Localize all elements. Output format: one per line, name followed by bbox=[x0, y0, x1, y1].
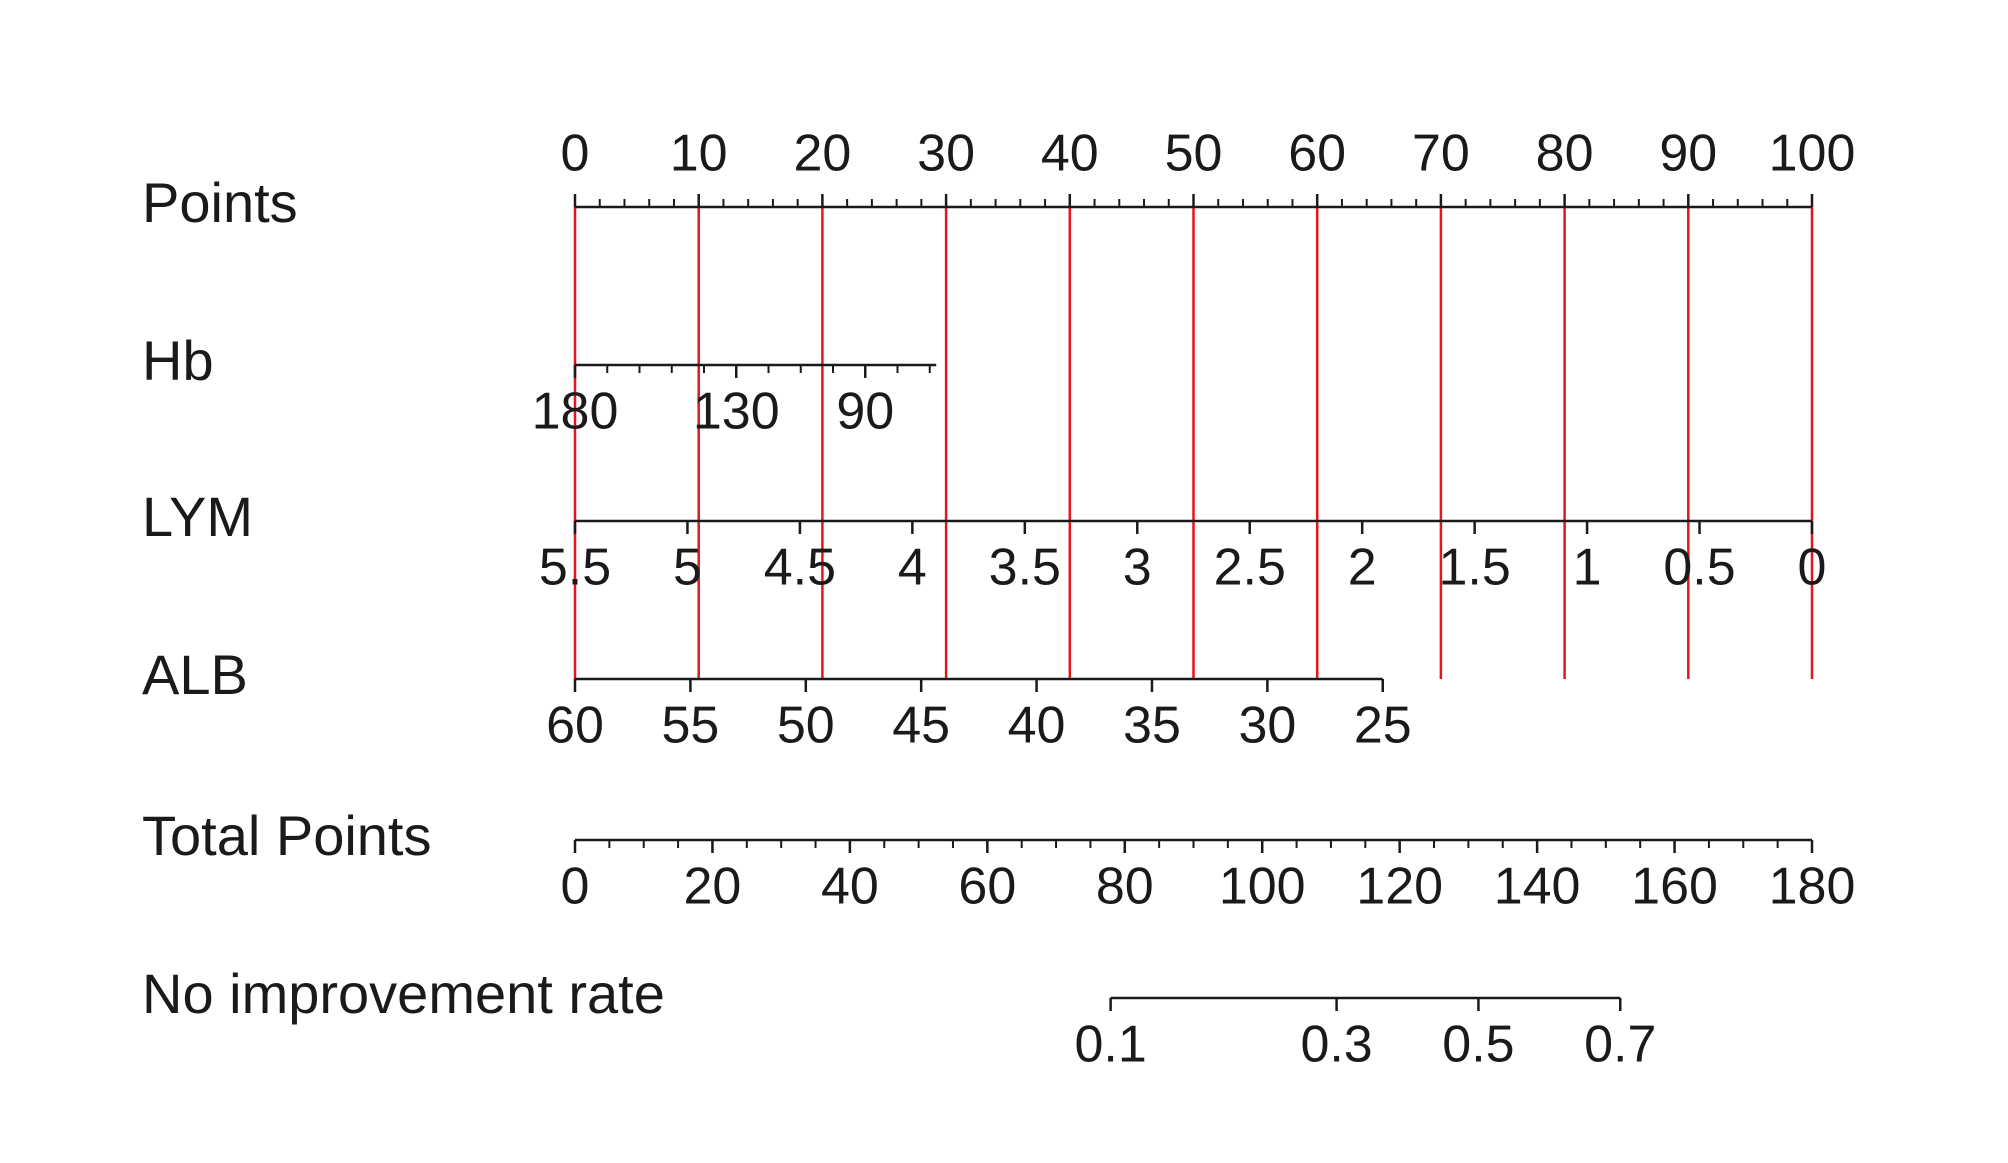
tick-label: 140 bbox=[1494, 858, 1581, 916]
tick-label: 30 bbox=[1238, 697, 1296, 755]
tick-label: 120 bbox=[1356, 858, 1443, 916]
tick-label: 90 bbox=[1659, 125, 1717, 183]
tick-label: 4 bbox=[898, 539, 927, 597]
tick-label: 1 bbox=[1573, 539, 1602, 597]
tick-label: 5 bbox=[673, 539, 702, 597]
tick-label: 0.5 bbox=[1663, 539, 1735, 597]
tick-label: 0.5 bbox=[1442, 1016, 1514, 1074]
row-label: No improvement rate bbox=[142, 962, 665, 1025]
row-label: ALB bbox=[142, 643, 248, 706]
tick-label: 80 bbox=[1096, 858, 1154, 916]
tick-label: 25 bbox=[1354, 697, 1412, 755]
tick-label: 20 bbox=[684, 858, 742, 916]
tick-label: 0.3 bbox=[1300, 1016, 1372, 1074]
tick-label: 60 bbox=[958, 858, 1016, 916]
tick-label: 45 bbox=[892, 697, 950, 755]
tick-label: 180 bbox=[532, 383, 619, 441]
tick-label: 60 bbox=[1288, 125, 1346, 183]
tick-label: 10 bbox=[670, 125, 728, 183]
tick-label: 2.5 bbox=[1214, 539, 1286, 597]
tick-label: 0.1 bbox=[1074, 1016, 1146, 1074]
tick-label: 130 bbox=[693, 383, 780, 441]
tick-label: 0 bbox=[1798, 539, 1827, 597]
tick-label: 90 bbox=[836, 383, 894, 441]
tick-label: 1.5 bbox=[1438, 539, 1510, 597]
tick-label: 60 bbox=[546, 697, 604, 755]
tick-label: 40 bbox=[1008, 697, 1066, 755]
tick-label: 30 bbox=[917, 125, 975, 183]
tick-label: 40 bbox=[821, 858, 879, 916]
tick-label: 55 bbox=[661, 697, 719, 755]
tick-label: 0.7 bbox=[1584, 1016, 1656, 1074]
row-label: LYM bbox=[142, 485, 253, 548]
tick-label: 80 bbox=[1536, 125, 1594, 183]
tick-label: 5.5 bbox=[539, 539, 611, 597]
tick-label: 35 bbox=[1123, 697, 1181, 755]
tick-label: 20 bbox=[793, 125, 851, 183]
row-label: Total Points bbox=[142, 804, 432, 867]
tick-label: 0 bbox=[561, 125, 590, 183]
tick-label: 160 bbox=[1631, 858, 1718, 916]
tick-label: 40 bbox=[1041, 125, 1099, 183]
tick-label: 0 bbox=[561, 858, 590, 916]
tick-label: 50 bbox=[777, 697, 835, 755]
tick-label: 50 bbox=[1165, 125, 1223, 183]
row-label: Points bbox=[142, 171, 298, 234]
tick-label: 4.5 bbox=[764, 539, 836, 597]
tick-label: 2 bbox=[1348, 539, 1377, 597]
tick-label: 100 bbox=[1769, 125, 1856, 183]
tick-label: 100 bbox=[1219, 858, 1306, 916]
tick-label: 180 bbox=[1769, 858, 1856, 916]
tick-label: 3 bbox=[1123, 539, 1152, 597]
row-label: Hb bbox=[142, 329, 214, 392]
tick-label: 3.5 bbox=[989, 539, 1061, 597]
tick-label: 70 bbox=[1412, 125, 1470, 183]
